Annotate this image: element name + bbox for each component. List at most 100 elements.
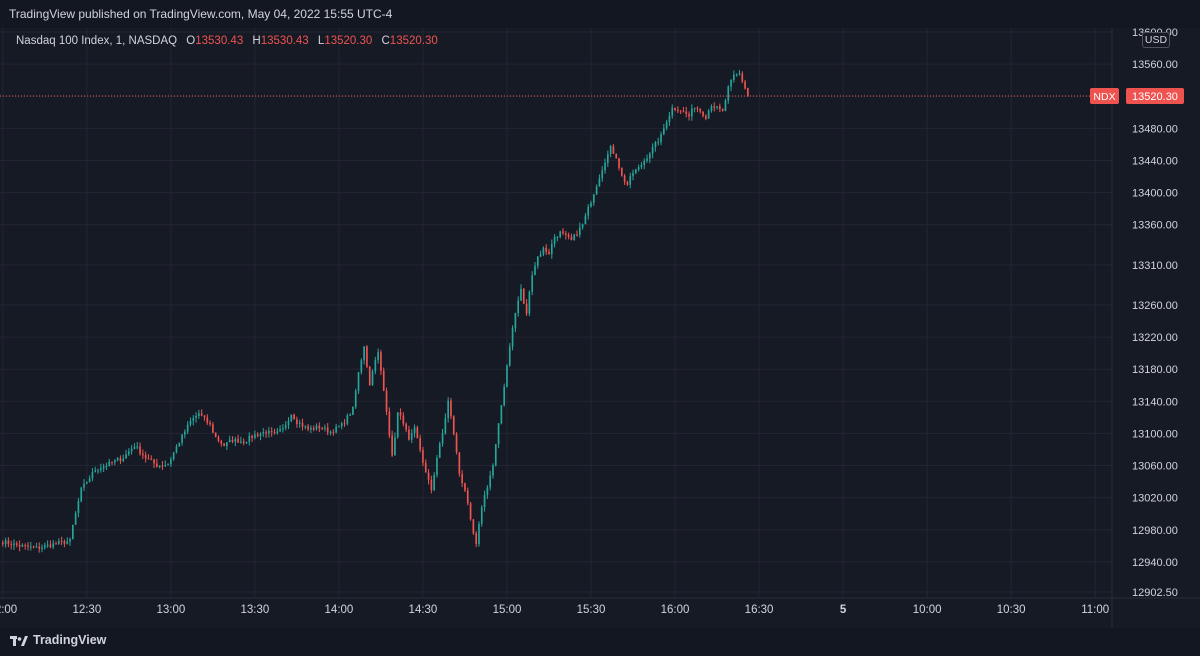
candle	[662, 124, 665, 136]
candle-body	[346, 415, 349, 424]
candle-body	[444, 418, 447, 434]
candle	[430, 475, 433, 494]
tradingview-logo[interactable]: TradingView	[10, 633, 106, 647]
candle-body	[475, 533, 478, 545]
candle	[489, 470, 492, 491]
candle	[573, 233, 576, 241]
currency-button[interactable]: USD	[1142, 32, 1170, 48]
candle-body	[69, 538, 71, 542]
candle	[153, 458, 155, 469]
candle	[413, 424, 416, 438]
candle	[349, 412, 351, 417]
candle	[438, 441, 441, 459]
candle-body	[298, 422, 301, 424]
candle-body	[525, 303, 528, 314]
candle	[214, 432, 217, 438]
candle	[276, 427, 279, 435]
candle-body	[486, 487, 489, 495]
candle	[528, 290, 531, 317]
candle	[329, 430, 332, 436]
time-axis-tick-label: 12:30	[72, 604, 101, 616]
candle	[270, 427, 273, 437]
candle-body	[648, 153, 651, 159]
candle-body	[167, 464, 169, 466]
candle-body	[234, 438, 237, 442]
candle	[626, 180, 629, 186]
series-legend[interactable]: Nasdaq 100 Index, 1, NASDAQ O13530.43 H1…	[16, 35, 438, 47]
candle-body	[130, 448, 133, 452]
candle-body	[604, 162, 606, 171]
candle	[167, 463, 169, 466]
candle-body	[223, 443, 225, 446]
tradingview-brand-text: TradingView	[33, 633, 107, 647]
candle-body	[354, 390, 357, 408]
time-axis[interactable]: 12:00 12:30 13:00 13:30 14:00 14:30 15:00 15:30…	[0, 604, 1109, 616]
candle	[310, 425, 312, 434]
candle	[508, 343, 511, 367]
candle	[265, 429, 267, 438]
candle-body	[312, 427, 315, 430]
candle-body	[592, 194, 595, 203]
candle	[623, 173, 626, 185]
candle	[693, 107, 696, 113]
chart-panel[interactable]: 13600.0013560.0013480.0013440.0013400.00…	[0, 28, 1200, 628]
candle-body	[142, 453, 144, 456]
candle	[184, 429, 186, 439]
price-axis[interactable]: 13600.0013560.0013480.0013440.0013400.00…	[1132, 28, 1178, 599]
candle-body	[43, 545, 46, 548]
candlestick-chart[interactable]: 13600.0013560.0013480.0013440.0013400.00…	[0, 28, 1200, 628]
candle-body	[382, 370, 385, 391]
candle	[545, 243, 548, 256]
candle-body	[259, 433, 262, 436]
candle	[705, 114, 707, 121]
candle	[357, 371, 360, 395]
candle	[696, 106, 699, 113]
candle-body	[508, 346, 511, 366]
last-price-tag-text: 13520.30	[1132, 91, 1178, 103]
candle-body	[430, 479, 433, 491]
candle-body	[727, 86, 730, 101]
symbol-tag-text: NDX	[1093, 91, 1115, 103]
price-axis-tick-label: 13440.00	[1132, 155, 1178, 167]
candle	[245, 441, 248, 444]
candle-body	[357, 372, 360, 391]
price-axis-tick-label: 12902.50	[1132, 587, 1178, 599]
candle	[548, 248, 550, 255]
candle	[382, 367, 385, 392]
candle	[455, 432, 458, 455]
candle-body	[338, 426, 340, 428]
candle-body	[116, 458, 119, 461]
legend-close-label: C	[381, 35, 390, 47]
candle	[713, 102, 716, 112]
candle	[637, 164, 640, 172]
candle	[497, 423, 500, 449]
candle-body	[584, 215, 587, 225]
candle-body	[231, 439, 234, 442]
candle	[41, 544, 43, 553]
candle-body	[713, 106, 716, 108]
candle	[391, 430, 393, 457]
candle	[1, 540, 4, 547]
candle	[49, 540, 52, 549]
candle	[427, 469, 430, 485]
time-axis-tick-label: 16:30	[745, 604, 774, 616]
candle-body	[503, 386, 506, 406]
candle-body	[744, 81, 746, 89]
candle	[195, 412, 197, 423]
candle-body	[136, 446, 139, 448]
candle	[108, 458, 111, 467]
candle	[136, 442, 139, 450]
candle-body	[483, 494, 486, 508]
candle	[727, 85, 730, 104]
candle-body	[581, 224, 584, 228]
candle	[657, 137, 660, 146]
candle-body	[273, 432, 276, 434]
candle-body	[598, 178, 601, 187]
candle	[677, 106, 679, 114]
candle-body	[539, 254, 542, 257]
candle-body	[724, 100, 727, 112]
candle	[32, 545, 35, 549]
candle-body	[643, 160, 646, 165]
price-axis-tick-label: 13180.00	[1132, 364, 1178, 376]
candle	[335, 423, 337, 434]
